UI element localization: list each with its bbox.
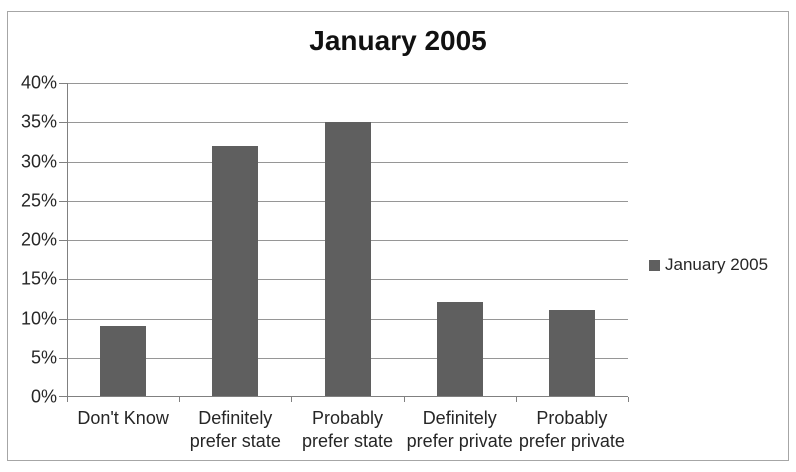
x-tick xyxy=(404,397,405,402)
gridline-40 xyxy=(68,83,628,84)
y-axis-label: 20% xyxy=(20,229,57,250)
y-axis-label: 40% xyxy=(20,72,57,93)
x-axis-labels: Don't Know Definitely prefer state Probabl… xyxy=(67,407,628,453)
y-tick xyxy=(59,240,67,241)
legend: January 2005 xyxy=(649,255,768,275)
legend-marker-icon xyxy=(649,259,660,271)
bar-1 xyxy=(100,326,146,396)
y-axis-label: 0% xyxy=(30,386,57,407)
category-label: Definitely prefer private xyxy=(406,408,513,451)
y-axis-label: 30% xyxy=(20,151,57,172)
chart-title: January 2005 xyxy=(309,25,487,56)
y-tick xyxy=(59,122,67,123)
bar-2 xyxy=(212,146,258,396)
category-label: Probably prefer state xyxy=(301,408,394,451)
y-axis-label: 35% xyxy=(20,111,57,132)
x-axis-line xyxy=(67,396,628,397)
y-tick xyxy=(59,83,67,84)
category-label: Definitely prefer state xyxy=(189,408,281,451)
x-tick xyxy=(291,397,292,402)
x-tick xyxy=(179,397,180,402)
y-axis-label: 5% xyxy=(30,347,57,368)
x-tick xyxy=(67,397,68,402)
y-tick xyxy=(59,201,67,202)
y-tick xyxy=(59,162,67,163)
category-label: Don't Know xyxy=(77,408,169,428)
bar-3 xyxy=(325,122,371,396)
chart-frame: January 2005 0% 5% 10% 15% 20% 25% 30% 35% 40% D… xyxy=(7,11,789,461)
bar-4 xyxy=(437,302,483,396)
y-axis-labels: 0% 5% 10% 15% 20% 25% 30% 35% 40% xyxy=(8,73,57,407)
y-tick xyxy=(59,319,67,320)
x-tick xyxy=(628,397,629,402)
y-tick xyxy=(59,396,67,397)
x-tick xyxy=(516,397,517,402)
y-axis-label: 15% xyxy=(20,268,57,289)
legend-label: January 2005 xyxy=(665,255,769,274)
plot-area xyxy=(59,83,629,402)
y-axis-label: 10% xyxy=(20,308,57,329)
bar-5 xyxy=(549,310,595,396)
y-axis-label: 25% xyxy=(20,190,57,211)
y-tick xyxy=(59,358,67,359)
category-label: Probably prefer private xyxy=(518,408,625,451)
y-tick xyxy=(59,279,67,280)
y-axis-line xyxy=(67,83,68,397)
